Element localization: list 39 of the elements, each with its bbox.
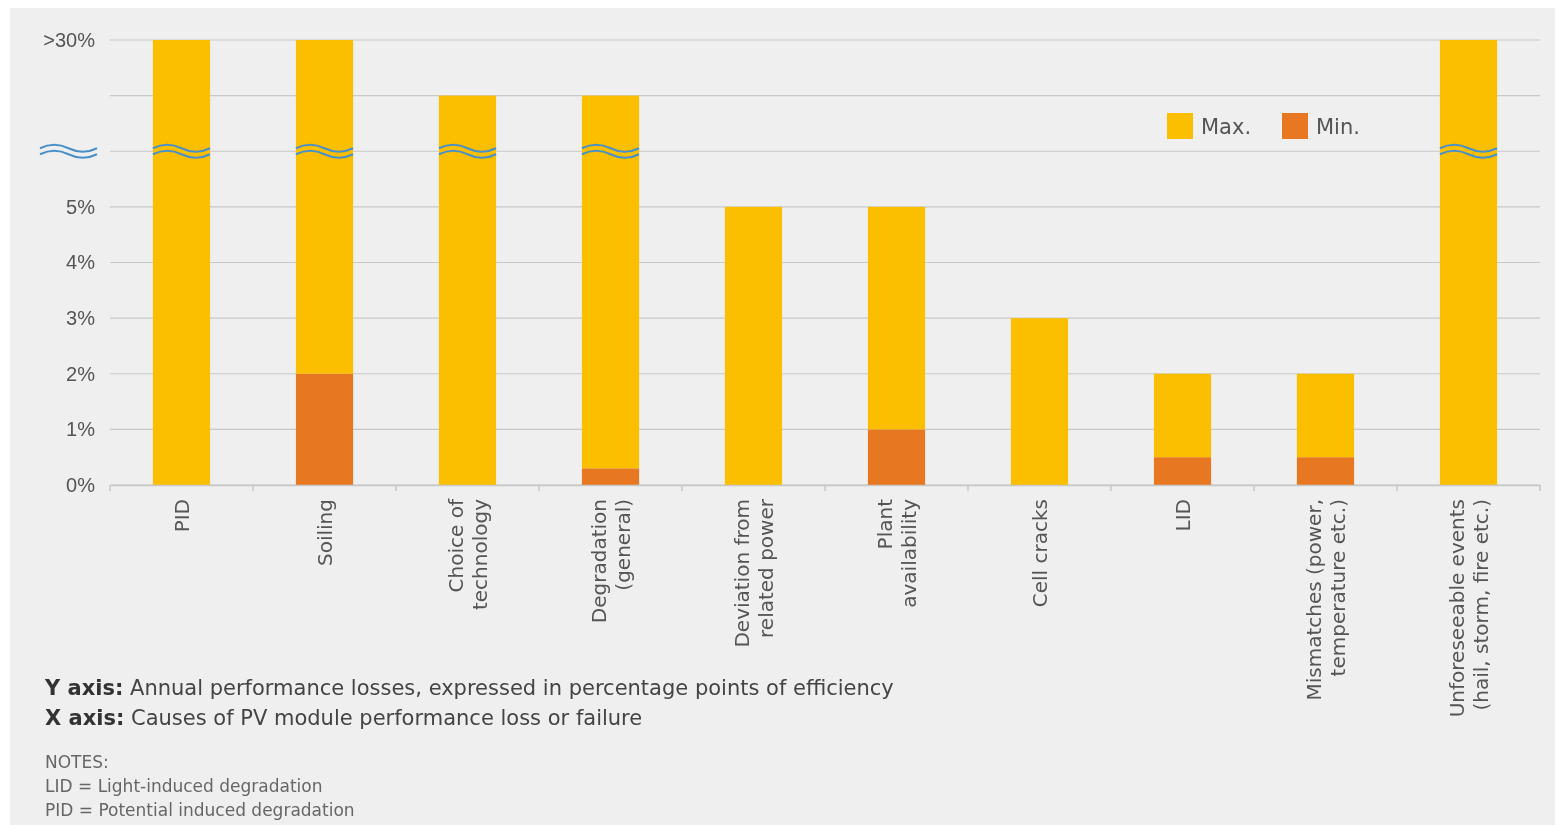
text: NOTES: [45, 752, 109, 772]
y-tick-label: 4% [66, 251, 96, 274]
y-tick-label: 3% [66, 307, 96, 330]
y-tick-label: 0% [66, 473, 96, 496]
x-tick-label: Unforeseeable events (hail, storm, fire etc.) [1444, 499, 1493, 718]
legend-label: Min. [1316, 115, 1360, 139]
bar [295, 373, 354, 485]
text: PID = Potential induced degradation [45, 800, 355, 820]
bar [867, 429, 926, 485]
bar [1153, 457, 1212, 485]
x-tick-label: LID [1170, 499, 1195, 532]
legend-label: Max. [1201, 115, 1252, 139]
text: LID = Light-induced degradation [45, 776, 323, 796]
bar [1296, 457, 1355, 485]
x-tick-label: PID [169, 499, 194, 533]
bar [1439, 40, 1498, 485]
bar [581, 95, 640, 469]
y-tick-label: 1% [66, 418, 96, 441]
x-tick-label: Deviation from related power [729, 498, 778, 648]
x-tick-label: Cell cracks [1027, 499, 1052, 608]
y-tick-label: 5% [66, 195, 96, 218]
x-tick-label: Plant availability [872, 498, 921, 608]
bar [1296, 373, 1355, 458]
bar [152, 40, 211, 485]
bar [1010, 318, 1069, 485]
y-tick-label: >30% [43, 28, 96, 51]
x-tick-label: Mismatches (power, temperature etc.) [1301, 499, 1350, 701]
y-tick-label: 2% [66, 362, 96, 385]
x-tick-label: Soiling [312, 499, 337, 566]
bar [438, 95, 497, 485]
x-tick-label: Choice of technology [443, 498, 492, 611]
text: X axis: Causes of PV module performance loss or failure [45, 706, 643, 730]
bar [581, 468, 640, 485]
bar [1153, 373, 1212, 458]
text: Y axis: Annual performance losses, expressed in percentage points of efficiency [44, 676, 894, 700]
bar [867, 206, 926, 430]
bar [295, 40, 354, 374]
bar [724, 206, 783, 485]
x-tick-label: Degradation (general) [586, 499, 635, 624]
